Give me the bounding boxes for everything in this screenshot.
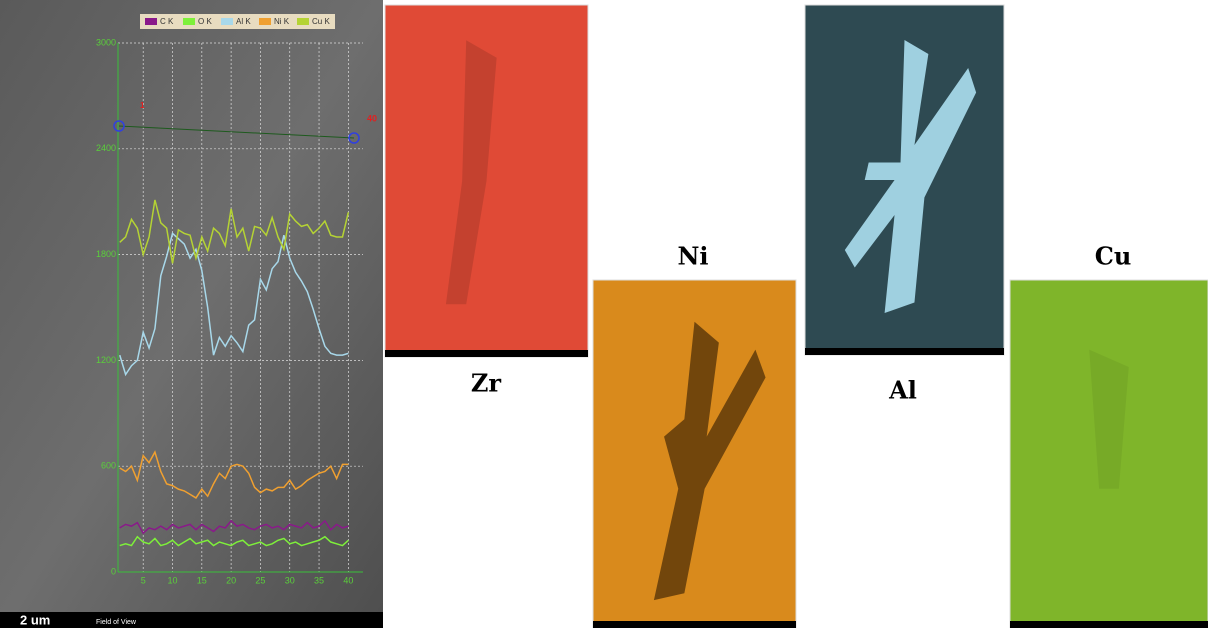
map-label: Al: [888, 376, 917, 405]
legend-label: O K: [198, 17, 212, 26]
map-label: Cu: [1095, 242, 1132, 271]
data-line: [119, 450, 349, 499]
map-feature: [1089, 349, 1129, 489]
data-line: [119, 199, 350, 264]
legend-label: Al K: [236, 17, 251, 26]
y-tick-label: 1200: [96, 355, 116, 365]
legend-swatch: [259, 18, 271, 25]
map-info-bar: [385, 350, 588, 357]
scan-start: [113, 120, 125, 132]
map-info-bar: [593, 621, 796, 628]
x-tick-label: 25: [255, 575, 265, 585]
x-tick-label: 10: [168, 575, 178, 585]
legend-swatch: [183, 18, 195, 25]
info-bar: [0, 612, 383, 628]
caption: Field of View: [96, 619, 137, 626]
legend-box: [140, 14, 335, 29]
map-label: Ni: [677, 242, 708, 271]
map-info-bar: [805, 348, 1004, 355]
legend-swatch: [221, 18, 233, 25]
scan-line: [118, 125, 355, 139]
x-tick-label: 20: [226, 575, 236, 585]
map-feature: [445, 40, 497, 305]
data-line: [119, 535, 349, 547]
y-tick-label: 600: [101, 461, 116, 471]
sem-image: [0, 0, 383, 628]
element-map: [1009, 279, 1208, 629]
x-tick-label: 5: [141, 575, 146, 585]
y-tick-label: 2400: [96, 143, 116, 153]
legend-label: Cu K: [312, 17, 330, 26]
map-feature: [653, 321, 766, 601]
scan-start-label: 1: [140, 101, 145, 110]
map-feature: [844, 40, 977, 313]
map-info-bar: [1010, 621, 1208, 628]
element-map: [384, 4, 589, 358]
legend-label: C K: [160, 17, 174, 26]
y-tick-label: 1800: [96, 249, 116, 259]
data-line: [119, 232, 349, 377]
scan-end: [348, 132, 360, 144]
legend-swatch: [145, 18, 157, 25]
legend-label: Ni K: [274, 17, 290, 26]
legend-swatch: [297, 18, 309, 25]
y-tick-label: 0: [111, 566, 116, 576]
maps: Zr Ni Al Cu: [384, 4, 1208, 629]
x-tick-label: 30: [285, 575, 295, 585]
x-tick-label: 15: [197, 575, 207, 585]
x-tick-label: 35: [314, 575, 324, 585]
x-tick-label: 40: [343, 575, 353, 585]
map-label: Zr: [471, 369, 502, 398]
scale-bar-label: 2 um: [20, 612, 50, 627]
data-line: [119, 519, 349, 535]
y-tick-label: 3000: [96, 37, 116, 47]
scan-end-label: 40: [367, 113, 377, 123]
